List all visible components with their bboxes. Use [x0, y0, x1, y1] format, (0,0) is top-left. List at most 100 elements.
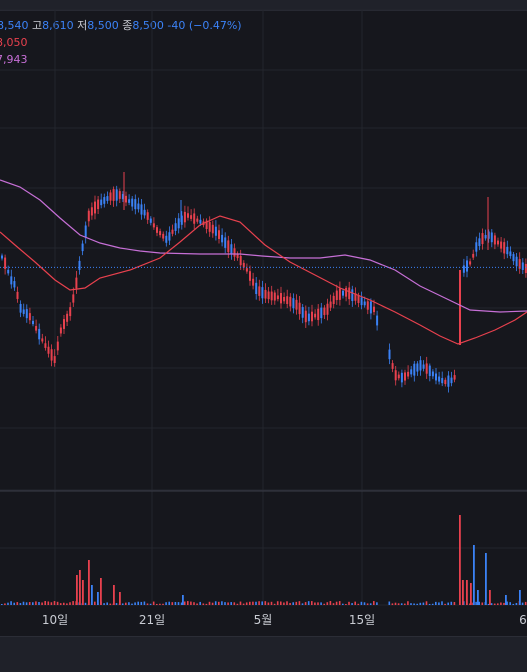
candle-body — [301, 307, 304, 318]
volume-bar — [121, 603, 124, 605]
volume-bar — [35, 601, 37, 605]
volume-bar — [360, 601, 363, 605]
volume-bar — [230, 602, 232, 605]
volume-bar — [410, 603, 412, 605]
volume-bar — [109, 603, 112, 605]
volume-bar — [100, 578, 102, 605]
candle-body — [261, 287, 264, 299]
candle-body — [109, 192, 112, 201]
candle-body — [208, 221, 211, 232]
volume-bar — [298, 601, 301, 605]
volume-bar — [335, 601, 338, 605]
candle-body — [205, 220, 208, 229]
volume-bar — [329, 601, 332, 605]
x-tick-label: 6 — [519, 613, 527, 627]
volume-bar — [419, 602, 422, 605]
candle-body — [323, 307, 326, 316]
volume-bar — [211, 602, 214, 605]
candle-body — [407, 371, 410, 377]
volume-bar — [183, 601, 186, 605]
volume-bar — [509, 602, 511, 605]
volume-bar — [447, 602, 449, 605]
volume-bar — [59, 603, 62, 605]
candle-body — [431, 371, 434, 377]
candle-body — [264, 289, 267, 299]
volume-bar — [137, 601, 139, 605]
volume-bar — [438, 602, 440, 605]
ma-short-line — [0, 215, 527, 345]
volume-bar — [450, 601, 453, 605]
volume-bar — [72, 601, 74, 605]
volume-bar — [149, 603, 152, 605]
candle-body — [143, 209, 146, 216]
volume-bar — [187, 601, 189, 605]
volume-bar — [227, 602, 229, 605]
volume-bar — [25, 602, 28, 605]
candle-body — [239, 255, 242, 266]
volume-bar — [283, 602, 285, 605]
volume-bar — [354, 601, 356, 605]
candle-body — [66, 313, 69, 322]
volume-bar — [397, 603, 400, 605]
volume-bar — [512, 603, 515, 605]
volume-bar — [41, 602, 43, 605]
candle-body — [314, 313, 317, 318]
candle-body — [165, 235, 168, 243]
candle-body — [286, 296, 289, 304]
candle-body — [47, 346, 50, 354]
candle-body — [50, 349, 53, 361]
candle-body — [134, 199, 137, 210]
volume-bar — [66, 603, 68, 605]
volume-bar — [146, 603, 149, 605]
volume-bar — [326, 602, 329, 605]
volume-bar — [307, 601, 310, 605]
candle-body — [472, 253, 475, 258]
volume-bar — [128, 602, 130, 605]
volume-bar — [106, 602, 108, 605]
volume-bar — [276, 601, 279, 605]
candle-body — [199, 219, 202, 224]
candle-body — [354, 293, 357, 301]
bottom-toolbar — [0, 636, 527, 672]
volume-bar — [249, 601, 251, 605]
candle-body — [388, 349, 391, 360]
candle-body — [44, 343, 47, 348]
candle-body — [276, 295, 279, 300]
volume-bar — [462, 580, 464, 605]
volume-bar — [506, 601, 508, 605]
volume-bar — [466, 580, 468, 605]
volume-bar — [441, 601, 443, 605]
volume-bar — [453, 601, 456, 605]
candle-body — [224, 237, 227, 248]
volume-bar — [214, 601, 217, 605]
candle-body — [267, 291, 270, 300]
volume-bar — [394, 602, 397, 605]
candle-body — [270, 291, 273, 301]
volume-bar — [373, 601, 375, 605]
candle-body — [289, 296, 292, 307]
volume-bar — [115, 603, 118, 605]
volume-bar — [88, 560, 90, 605]
volume-bar — [261, 601, 263, 605]
candle-body — [397, 374, 400, 379]
candle-body — [41, 338, 44, 342]
candle-body — [63, 319, 65, 329]
x-tick-label: 15일 — [349, 613, 375, 627]
volume-bar — [493, 603, 496, 605]
low-label: 저 — [77, 19, 88, 32]
candle-body — [193, 213, 196, 224]
candle-body — [174, 223, 177, 231]
volume-bar — [252, 601, 254, 605]
volume-bar — [13, 602, 15, 605]
volume-bar — [162, 603, 164, 605]
volume-bar — [224, 602, 226, 605]
candle-body — [100, 199, 103, 206]
volume-bar — [366, 603, 369, 605]
volume-bar — [470, 583, 472, 605]
candle-body — [187, 213, 189, 218]
candle-body — [391, 363, 394, 369]
volume-bar — [10, 601, 12, 605]
candle-body — [497, 240, 499, 245]
volume-bar — [404, 603, 406, 605]
